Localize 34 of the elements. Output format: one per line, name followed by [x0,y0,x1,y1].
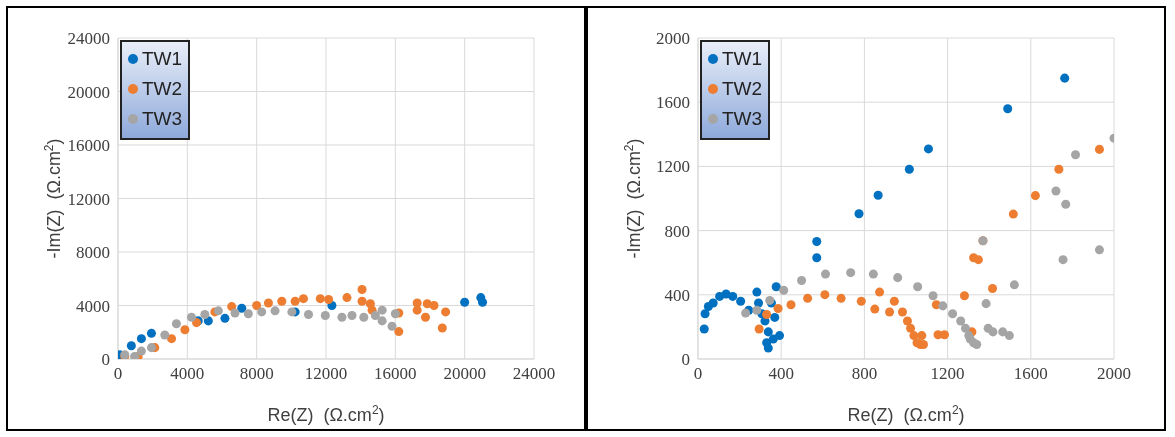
x-tick-label: 16000 [374,364,417,384]
y-tick-label: 20000 [67,82,110,102]
legend-label: TW2 [142,78,183,100]
x-tick-label: 1200 [930,364,965,384]
x-tick-label: 24000 [512,364,556,384]
legend-label: TW1 [142,48,183,70]
x-tick-label: 2000 [1097,364,1131,384]
y-tick-label: 1200 [656,157,690,177]
x-axis-title: Re(Z) (Ω.cm$^{2}$) [267,403,385,425]
x-tick-label: 400 [768,364,794,384]
legend-label: TW3 [722,108,763,130]
y-tick-label: 1600 [656,93,690,113]
y-tick-label: 24000 [67,29,110,49]
y-tick-label: 400 [664,285,690,305]
y-tick-label: 0 [101,350,110,370]
x-tick-label: 0 [113,364,123,384]
legend-label: TW3 [142,108,183,130]
x-tick-label: 12000 [304,364,348,384]
x-tick-label: 20000 [443,364,486,384]
y-tick-label: 800 [664,221,690,241]
y-tick-label: 2000 [656,29,690,49]
x-tick-label: 1600 [1013,364,1048,384]
y-tick-label: 16000 [67,136,110,156]
x-tick-label: 800 [851,364,878,384]
y-tick-label: 12000 [67,189,110,209]
x-tick-label: 4000 [170,364,205,384]
y-tick-label: 4000 [76,296,110,316]
legend-label: TW1 [722,48,763,70]
y-tick-label: 8000 [76,243,110,263]
x-tick-label: 0 [693,364,703,384]
y-tick-label: 0 [681,350,690,370]
legend-label: TW2 [722,78,763,100]
x-axis-title: Re(Z) (Ω.cm$^{2}$) [847,403,965,425]
x-tick-label: 8000 [239,364,274,384]
